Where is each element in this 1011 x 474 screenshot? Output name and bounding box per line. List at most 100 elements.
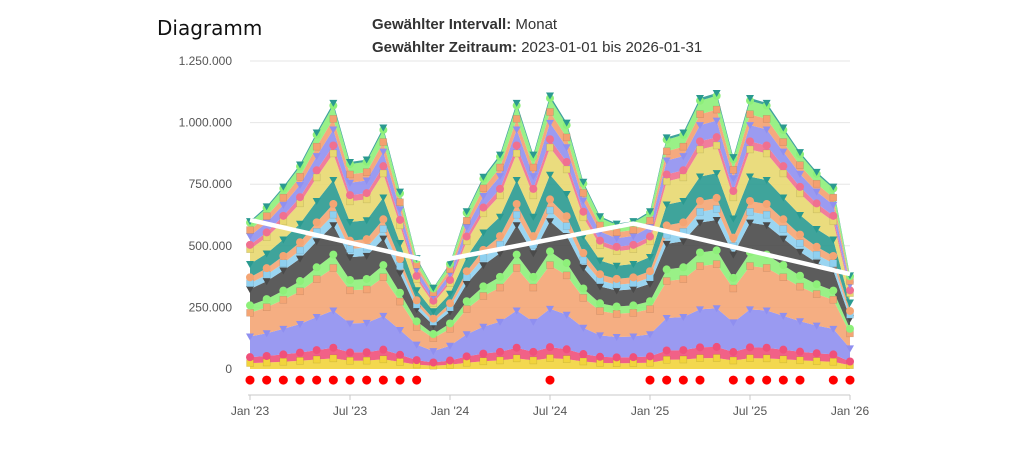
data-point <box>362 156 371 164</box>
data-point <box>546 218 554 226</box>
data-point <box>312 355 321 364</box>
data-point <box>712 205 721 213</box>
data-point <box>529 272 538 281</box>
data-point <box>779 138 788 146</box>
data-point <box>529 173 538 181</box>
data-point <box>796 239 804 247</box>
data-point <box>312 198 321 206</box>
data-point <box>396 288 404 297</box>
red-marker <box>278 375 288 385</box>
data-point <box>512 115 521 123</box>
data-point <box>546 108 554 116</box>
data-point <box>479 292 488 300</box>
data-point <box>762 200 771 209</box>
data-point <box>312 173 321 182</box>
data-point <box>796 182 804 191</box>
y-axis: 0 250.000 500.000 750.000 1.000.000 1.250.000 <box>179 54 233 376</box>
data-point <box>729 356 738 365</box>
data-point <box>696 145 704 154</box>
data-point <box>512 307 521 315</box>
data-point <box>412 317 421 326</box>
data-point <box>812 226 821 234</box>
area-layers <box>250 93 850 369</box>
data-point <box>679 173 688 182</box>
data-point <box>396 262 404 270</box>
data-point <box>512 222 521 230</box>
data-point <box>812 250 821 259</box>
data-point <box>312 153 321 161</box>
data-point <box>379 148 388 156</box>
data-point <box>296 321 304 329</box>
data-point <box>446 299 454 308</box>
data-point <box>662 170 671 179</box>
data-point <box>712 342 721 351</box>
data-point <box>529 151 538 159</box>
data-point <box>729 251 738 259</box>
data-point <box>579 207 588 216</box>
data-point <box>362 356 371 365</box>
data-point <box>346 276 354 285</box>
data-point <box>512 343 521 352</box>
data-point <box>496 347 504 356</box>
data-point <box>612 310 621 318</box>
data-point <box>629 232 638 240</box>
data-point <box>262 203 271 211</box>
data-point <box>629 333 638 341</box>
data-point <box>662 315 671 323</box>
data-point <box>296 193 304 202</box>
data-point <box>246 240 254 249</box>
data-point <box>479 323 488 331</box>
data-point <box>496 356 504 365</box>
data-point <box>262 212 271 220</box>
data-point <box>696 94 704 102</box>
data-point <box>246 286 254 294</box>
data-point <box>812 168 821 176</box>
data-point <box>779 194 788 202</box>
data-point <box>346 356 354 365</box>
data-point <box>346 254 354 262</box>
data-point <box>579 284 588 293</box>
data-point <box>779 148 788 156</box>
data-point <box>396 198 404 206</box>
area-layer-2 <box>250 308 850 363</box>
data-point <box>279 183 288 191</box>
data-point <box>662 157 671 165</box>
data-point <box>696 248 704 257</box>
data-point <box>329 141 338 150</box>
red-marker <box>295 375 305 385</box>
red-marker <box>245 375 255 385</box>
data-point <box>629 240 638 249</box>
data-point <box>346 245 354 253</box>
data-point <box>562 271 571 280</box>
data-point <box>762 264 771 272</box>
data-point <box>529 318 538 326</box>
data-point <box>629 353 638 362</box>
data-point <box>379 355 388 364</box>
data-point <box>479 282 488 291</box>
range-value: 2023-01-01 bis 2026-01-31 <box>521 39 703 56</box>
data-point <box>479 357 488 366</box>
data-point <box>812 199 821 208</box>
data-point <box>379 273 388 281</box>
data-point <box>729 166 738 174</box>
data-point <box>746 354 754 362</box>
data-point <box>596 283 604 291</box>
data-point <box>546 135 554 144</box>
data-point <box>279 357 288 366</box>
data-point <box>262 228 271 237</box>
data-point <box>796 212 804 220</box>
data-point <box>646 305 654 313</box>
red-marker <box>795 375 805 385</box>
data-point <box>696 354 704 362</box>
data-point <box>579 189 588 197</box>
data-point <box>446 342 454 350</box>
data-point <box>329 264 338 272</box>
data-point <box>462 224 471 232</box>
data-point <box>612 287 621 295</box>
data-point <box>262 264 271 273</box>
data-point <box>546 206 554 215</box>
data-point <box>762 149 771 158</box>
data-point <box>346 286 354 295</box>
data-point <box>762 99 771 107</box>
